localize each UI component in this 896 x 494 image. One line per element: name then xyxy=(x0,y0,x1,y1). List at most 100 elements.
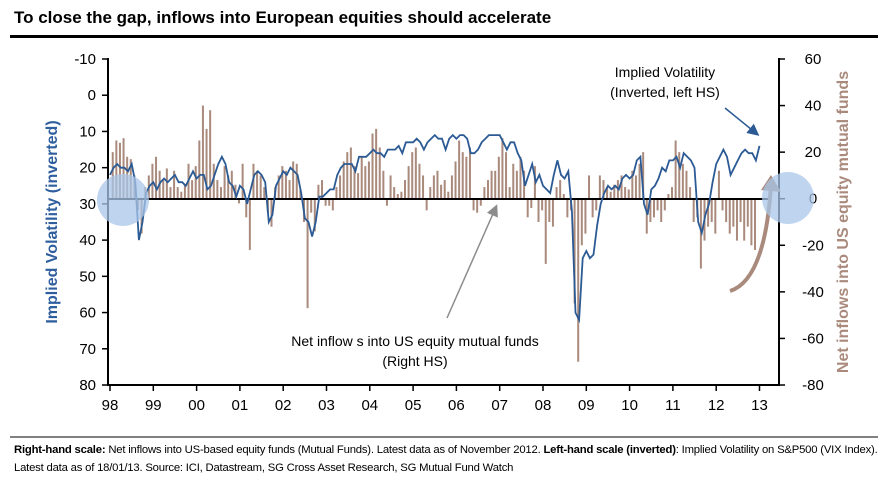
right-axis-label: Net inflows into US equity mutual funds xyxy=(835,71,852,373)
flow-bar xyxy=(699,198,702,269)
flow-bar xyxy=(353,166,356,199)
flow-bar xyxy=(447,191,450,199)
flow-bar xyxy=(393,187,396,199)
flow-bar xyxy=(537,198,540,222)
flow-bar xyxy=(555,187,558,199)
flow-bar xyxy=(404,180,407,199)
flow-bar xyxy=(584,198,587,234)
flow-bar xyxy=(544,198,547,264)
left-tick-label: 80 xyxy=(79,377,96,394)
right-tick-label: -20 xyxy=(802,237,824,254)
flow-bar xyxy=(681,163,684,199)
flow-bar xyxy=(750,198,753,246)
flow-bar xyxy=(508,187,511,199)
flows-annotation-line2: (Right HS) xyxy=(382,353,447,369)
x-tick-label: 02 xyxy=(275,397,292,414)
flow-bar xyxy=(735,198,738,241)
flow-bar xyxy=(548,198,551,222)
flow-bar xyxy=(490,170,493,199)
flow-bar xyxy=(678,152,681,199)
flow-bar xyxy=(566,198,569,218)
flow-bar xyxy=(497,156,500,199)
flow-bar xyxy=(725,198,728,222)
left-axis-label: Implied Volatility (inverted) xyxy=(44,120,61,323)
flow-bar xyxy=(360,156,363,199)
x-tick-label: 08 xyxy=(535,397,552,414)
flow-bar xyxy=(530,198,533,209)
left-tick-label: 40 xyxy=(79,232,96,249)
flow-bar xyxy=(624,187,627,199)
flow-bar xyxy=(407,166,410,199)
flow-bar xyxy=(111,152,114,199)
vix-arrow xyxy=(724,107,760,136)
x-tick-label: 01 xyxy=(232,397,249,414)
x-tick-label: 05 xyxy=(405,397,422,414)
highlight-circle-right xyxy=(762,172,814,224)
flow-bar xyxy=(689,187,692,199)
footer-lhs-label: Left-hand scale (inverted) xyxy=(543,444,676,456)
left-tick-label: 10 xyxy=(79,123,96,140)
flow-bar xyxy=(707,198,710,227)
x-tick-label: 00 xyxy=(188,397,205,414)
flow-bar xyxy=(418,163,421,199)
flow-bar xyxy=(505,152,508,199)
flow-bar xyxy=(180,191,183,199)
flow-bar xyxy=(378,147,381,199)
flow-bar xyxy=(115,140,118,199)
flow-bar xyxy=(209,110,212,199)
flow-bar xyxy=(118,142,121,199)
flow-bar xyxy=(227,175,230,199)
flow-bar xyxy=(436,170,439,199)
flow-bar xyxy=(588,175,591,199)
flow-bar xyxy=(580,198,583,246)
flow-bar xyxy=(364,166,367,199)
flow-bar xyxy=(595,198,598,211)
flow-bar xyxy=(223,166,226,199)
flow-bar xyxy=(577,198,580,362)
highlight-circle-left xyxy=(97,174,149,226)
flow-bar xyxy=(155,156,158,199)
flow-bar xyxy=(461,152,464,199)
flow-bar xyxy=(321,180,324,199)
footer-note: Right-hand scale: Net inflows into US-ba… xyxy=(14,441,884,477)
flow-bar xyxy=(194,166,197,199)
flow-bar xyxy=(591,198,594,218)
flow-bar xyxy=(375,128,378,199)
flow-bar xyxy=(739,198,742,222)
flow-bar xyxy=(692,198,695,222)
x-tick-label: 13 xyxy=(751,397,768,414)
flow-bar xyxy=(754,198,757,250)
flow-bar xyxy=(714,198,717,234)
flow-bar xyxy=(559,180,562,199)
flow-bar xyxy=(238,198,241,204)
flow-bar xyxy=(331,198,334,211)
footer-lhs-text: : Implied Volatility on S&P500 (VIX Inde… xyxy=(14,444,878,474)
left-tick-label: 50 xyxy=(79,268,96,285)
flow-bar xyxy=(216,180,219,199)
flow-bar xyxy=(328,198,331,206)
left-tick-label: 30 xyxy=(79,196,96,213)
flow-bar xyxy=(562,194,565,199)
flow-bar xyxy=(357,173,360,199)
flow-bar xyxy=(414,147,417,199)
flow-bar xyxy=(649,198,652,222)
flow-bar xyxy=(602,180,605,199)
flow-bar xyxy=(483,187,486,199)
right-tick-label: 40 xyxy=(805,98,822,115)
flow-bar xyxy=(717,170,720,199)
flow-bar xyxy=(176,187,179,199)
flow-bar xyxy=(259,175,262,199)
flow-bar xyxy=(515,170,518,199)
x-tick-label: 99 xyxy=(145,397,162,414)
flow-bar xyxy=(501,138,504,199)
flow-bar xyxy=(191,180,194,199)
flow-bar xyxy=(299,189,302,199)
flow-bar xyxy=(313,198,316,232)
flow-bar xyxy=(479,198,482,206)
flow-bar xyxy=(476,198,479,213)
flow-bar xyxy=(371,133,374,199)
flow-bar xyxy=(411,152,414,199)
flow-bar xyxy=(494,170,497,199)
flow-bar xyxy=(526,198,529,218)
flow-bar xyxy=(609,191,612,199)
